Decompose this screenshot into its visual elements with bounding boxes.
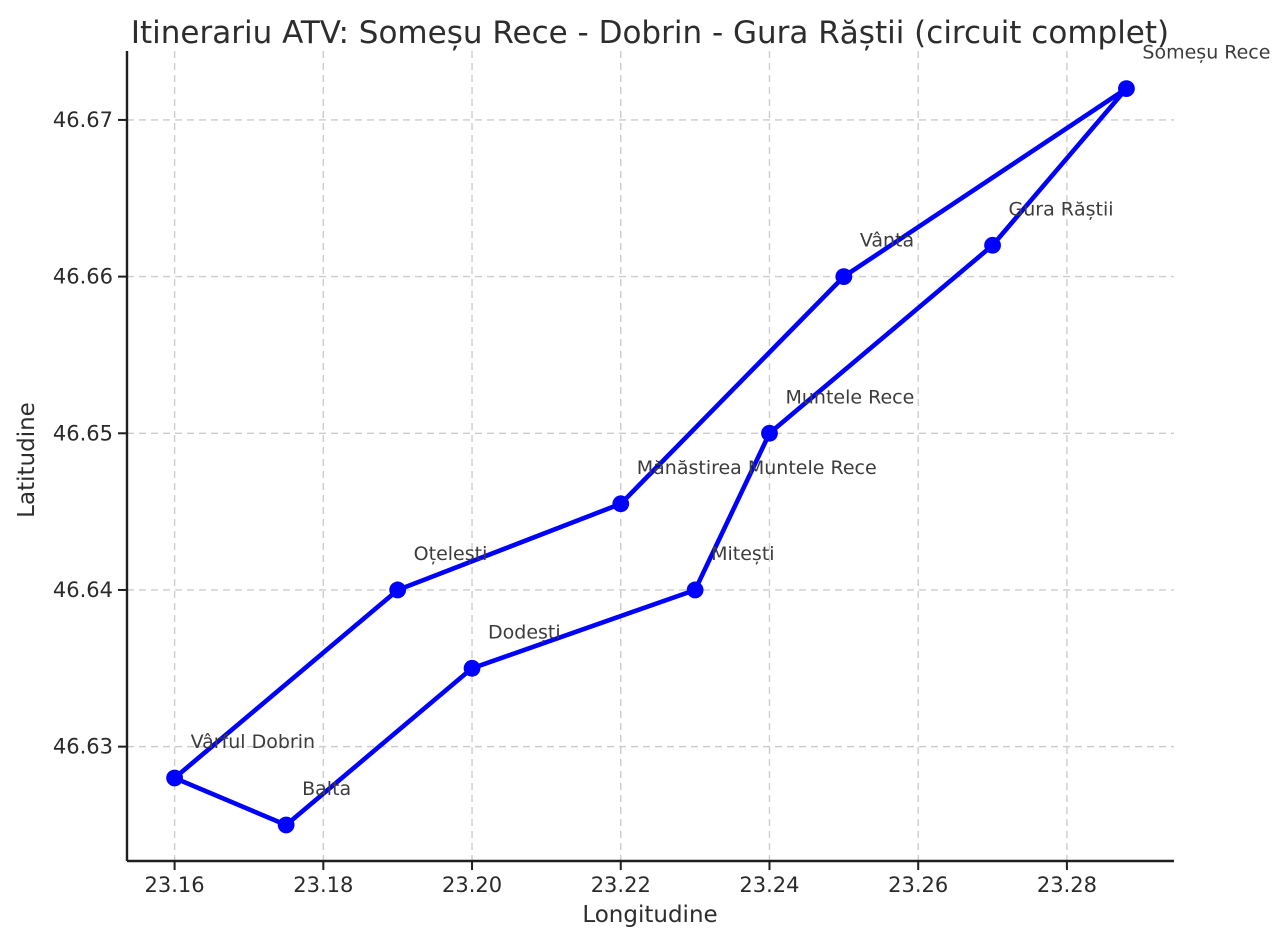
x-tick-label: 23.20	[442, 873, 502, 897]
y-tick-label: 46.66	[53, 265, 113, 289]
x-tick-label: 23.22	[591, 873, 651, 897]
route-marker	[277, 816, 295, 834]
x-tick-label: 23.24	[739, 873, 799, 897]
x-axis-label: Longitudine	[582, 902, 717, 928]
y-axis-label: Latitudine	[14, 402, 40, 518]
point-label: Oțelești	[414, 543, 488, 565]
point-label: Vârful Dobrin	[191, 731, 315, 753]
route-marker	[389, 581, 407, 599]
y-tick-label: 46.64	[53, 578, 113, 602]
x-tick-label: 23.26	[888, 873, 948, 897]
point-label: Muntele Rece	[785, 386, 914, 408]
point-label: Mănăstirea Muntele Rece	[637, 457, 877, 479]
route-marker	[984, 236, 1001, 254]
route-marker	[166, 769, 183, 787]
point-label: Someșu Rece	[1142, 42, 1270, 64]
point-label: Balta	[302, 778, 351, 800]
chart-title: Itinerariu ATV: Someșu Rece - Dobrin - G…	[131, 15, 1169, 51]
route-marker	[463, 659, 481, 677]
route-marker	[686, 581, 704, 599]
point-label: Gura Răștii	[1009, 198, 1114, 220]
y-tick-label: 46.65	[53, 421, 113, 445]
x-tick-label: 23.16	[145, 873, 205, 897]
route-marker	[1118, 80, 1135, 98]
route-marker	[612, 495, 630, 513]
point-label: Mitești	[711, 543, 774, 565]
y-tick-label: 46.67	[53, 108, 113, 132]
x-tick-label: 23.28	[1037, 873, 1097, 897]
point-label: Dodești	[488, 621, 561, 643]
route-marker	[761, 424, 778, 442]
point-label: Vânta	[860, 230, 914, 252]
x-tick-label: 23.18	[293, 873, 353, 897]
route-marker	[835, 268, 853, 286]
y-tick-label: 46.63	[53, 735, 113, 759]
